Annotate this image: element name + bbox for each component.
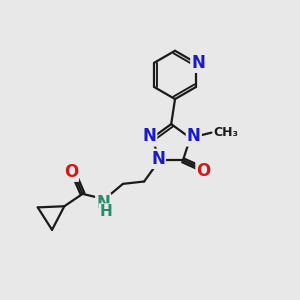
Text: CH₃: CH₃ xyxy=(214,126,239,139)
Text: O: O xyxy=(196,163,211,181)
Text: N: N xyxy=(191,54,205,72)
Text: N: N xyxy=(187,128,201,146)
Text: N: N xyxy=(96,194,110,212)
Text: O: O xyxy=(64,163,78,181)
Text: N: N xyxy=(151,150,165,168)
Text: N: N xyxy=(142,128,156,146)
Text: H: H xyxy=(100,204,112,219)
